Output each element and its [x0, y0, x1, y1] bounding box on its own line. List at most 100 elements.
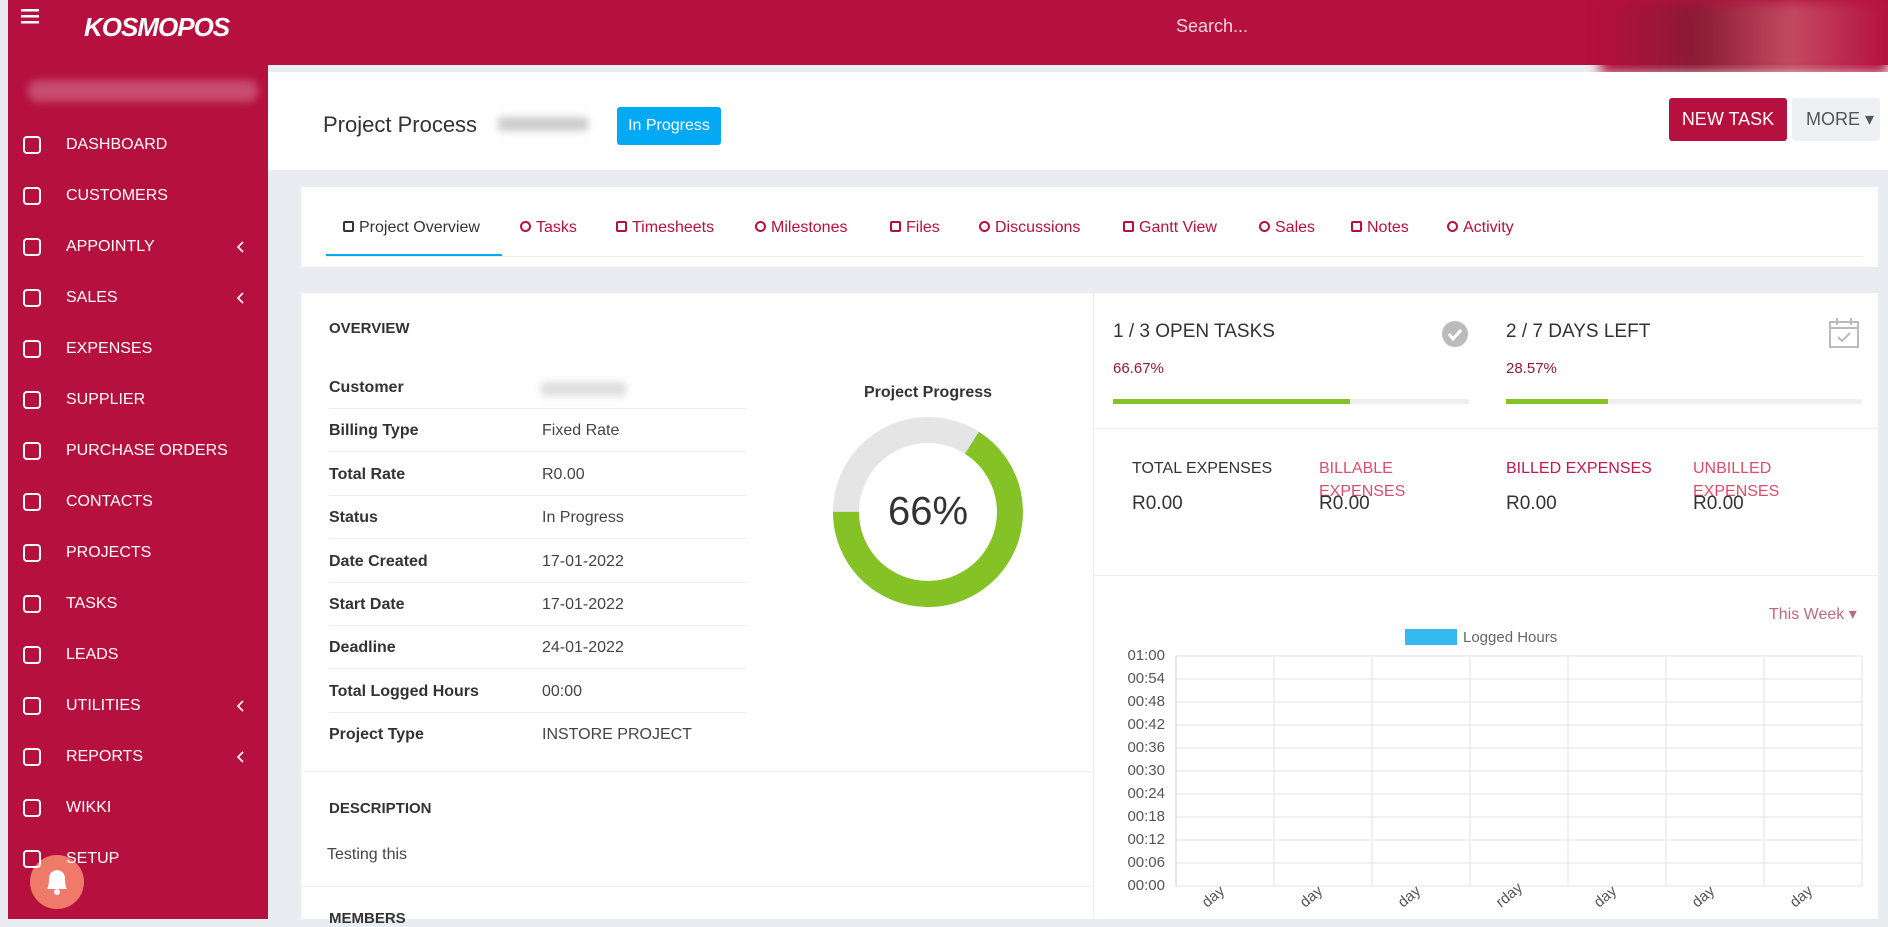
row-divider — [329, 625, 747, 626]
row-value: In Progress — [542, 509, 624, 527]
nav-icon — [23, 136, 41, 154]
tab-icon — [979, 221, 990, 232]
tab[interactable]: Timesheets — [616, 219, 714, 237]
nav-item[interactable]: SALES — [8, 283, 268, 313]
icon-shape — [23, 799, 41, 817]
icon-shape — [23, 646, 41, 664]
nav-label: APPOINTLY — [66, 238, 155, 255]
nav-label: WIKKI — [66, 799, 112, 816]
tab-label: Gantt View — [1139, 219, 1217, 236]
nav-label: CONTACTS — [66, 493, 153, 510]
nav-item[interactable]: EXPENSES — [8, 334, 268, 364]
tab[interactable]: Notes — [1351, 219, 1409, 237]
progress-bar — [1113, 399, 1351, 404]
nav-item[interactable]: UTILITIES — [8, 691, 268, 721]
tab[interactable]: Milestones — [755, 219, 847, 237]
tab-label: Timesheets — [632, 219, 715, 236]
nav-item[interactable]: APPOINTLY — [8, 232, 268, 262]
icon-shape — [23, 289, 41, 307]
x-tick-label: rday — [1493, 879, 1527, 911]
nav-label: UTILITIES — [66, 697, 141, 714]
nav-item[interactable]: CUSTOMERS — [8, 181, 268, 211]
row-label: Date Created — [329, 552, 428, 570]
blurred-customer — [498, 117, 588, 131]
row-label: Status — [329, 509, 378, 527]
row-divider — [329, 408, 747, 409]
top-bar: Search... — [268, 0, 1888, 74]
blurred-user-area — [1600, 2, 1888, 74]
nav-item[interactable]: DASHBOARD — [8, 130, 268, 160]
nav-item[interactable]: REPORTS — [8, 742, 268, 772]
y-tick-label: 00:54 — [1127, 670, 1165, 687]
tab-bar: Project Overview Tasks Timesheets Milestone… — [301, 187, 1878, 267]
y-tick-label: 00:48 — [1127, 693, 1165, 710]
y-tick-label: 00:30 — [1127, 762, 1165, 779]
nav-label: PURCHASE ORDERS — [66, 442, 228, 459]
tab[interactable]: Gantt View — [1123, 219, 1217, 237]
row-value: Fixed Rate — [542, 422, 620, 440]
tab[interactable]: Project Overview — [343, 219, 480, 237]
submenu-chevron — [236, 241, 244, 253]
project-title: Project Process — [323, 112, 478, 137]
y-tick-label: 00:24 — [1127, 785, 1165, 802]
blurred-user — [28, 80, 258, 102]
period-select[interactable]: This Week ▾ — [1769, 606, 1857, 623]
new-task-button[interactable]: NEW TASK — [1669, 98, 1787, 141]
search-input[interactable]: Search... — [1176, 16, 1249, 36]
stat-percent: 28.57% — [1506, 360, 1557, 377]
calendar-icon — [1829, 318, 1859, 348]
description-heading: DESCRIPTION — [329, 800, 432, 817]
submenu-chevron — [236, 700, 244, 712]
nav-icon — [23, 748, 41, 766]
x-tick-label: day — [1787, 882, 1817, 911]
nav-item[interactable]: SETUP — [8, 844, 268, 874]
icon-shape — [23, 493, 41, 511]
submenu-chevron — [236, 292, 244, 304]
chevron — [236, 241, 244, 253]
nav-item[interactable]: CONTACTS — [8, 487, 268, 517]
nav-icon — [23, 595, 41, 613]
expense-amount: R0.00 — [1132, 493, 1183, 514]
nav-label: SETUP — [66, 850, 120, 867]
row-label: Total Rate — [329, 465, 406, 483]
y-tick-label: 00:42 — [1127, 716, 1165, 733]
stats-panel: This Week ▾ Logged Hours 00:00 00:06 00:12 0… — [1094, 293, 1878, 919]
nav-label: LEADS — [66, 646, 119, 663]
nav-icon — [23, 799, 41, 817]
status-badge: In Progress — [617, 107, 721, 145]
nav-icon — [23, 340, 41, 358]
nav-icon — [23, 697, 41, 715]
icon-shape — [23, 238, 41, 256]
tab-icon — [616, 221, 627, 232]
nav-item[interactable]: TASKS — [8, 589, 268, 619]
tab-icon — [343, 221, 354, 232]
nav-item[interactable]: WIKKI — [8, 793, 268, 823]
tab-label: Files — [906, 219, 940, 236]
tab[interactable]: Sales — [1259, 219, 1315, 237]
y-tick-label: 00:12 — [1127, 831, 1165, 848]
stat-title: 1 / 3 OPEN TASKS — [1113, 321, 1275, 342]
tab[interactable]: Files — [890, 219, 940, 237]
more-button[interactable]: MORE ▾ — [1792, 98, 1880, 141]
menu-toggle[interactable] — [21, 8, 41, 26]
stat-percent: 66.67% — [1113, 360, 1164, 377]
chevron — [236, 700, 244, 712]
tab[interactable]: Discussions — [979, 219, 1080, 237]
period-label: This Week — [1769, 606, 1845, 623]
legend-swatch — [1405, 629, 1457, 645]
nav-item[interactable]: LEADS — [8, 640, 268, 670]
nav-item[interactable]: PROJECTS — [8, 538, 268, 568]
nav-item[interactable]: PURCHASE ORDERS — [8, 436, 268, 466]
submenu-chevron — [236, 751, 244, 763]
blurred-customer-value — [541, 382, 626, 396]
logo[interactable]: KOSMOPOS — [84, 12, 230, 42]
icon-shape — [23, 697, 41, 715]
row-divider — [329, 711, 747, 713]
nav-item[interactable]: SUPPLIER — [8, 385, 268, 415]
more-label: MORE — [1806, 109, 1860, 129]
row-label: Total Logged Hours — [329, 682, 479, 700]
tab[interactable]: Activity — [1447, 219, 1514, 237]
expense-label: BILLABLE EXPENSES — [1319, 460, 1406, 500]
tab[interactable]: Tasks — [520, 219, 577, 237]
icon-shape — [23, 136, 41, 154]
